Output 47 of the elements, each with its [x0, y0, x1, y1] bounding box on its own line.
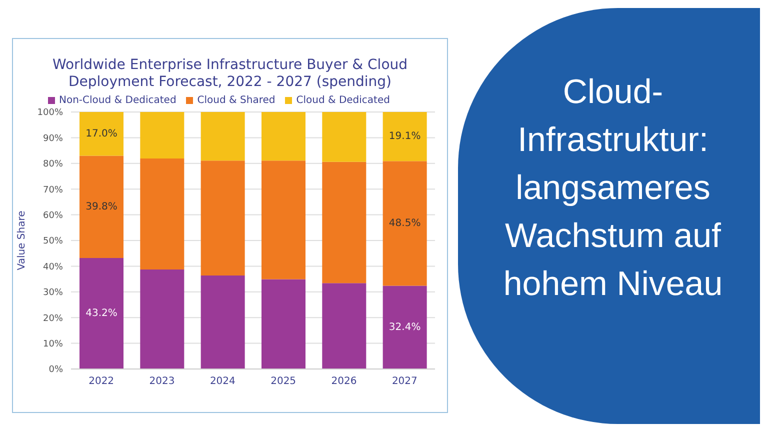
x-tick-label: 2025: [270, 376, 296, 388]
y-tick-label: 0%: [48, 365, 64, 376]
y-tick-label: 80%: [42, 160, 64, 170]
bar: [200, 275, 245, 369]
x-tick-label: 2022: [88, 376, 114, 388]
y-axis-title: Value Share: [16, 210, 28, 270]
bar: [140, 112, 184, 159]
y-tick-label: 10%: [42, 339, 64, 350]
bar: [261, 112, 306, 161]
bar: [140, 158, 184, 270]
y-tick-label: 100%: [37, 108, 64, 118]
bar: [79, 156, 124, 258]
bar: [382, 112, 427, 162]
y-tick-label: 20%: [42, 314, 64, 324]
x-tick-label: 2026: [331, 376, 357, 388]
bar: [200, 160, 245, 276]
legend-label: Non-Cloud & Dedicated: [59, 95, 176, 106]
data-label: 32.4%: [388, 322, 421, 333]
data-label: 48.5%: [388, 218, 421, 229]
bar: [382, 161, 427, 286]
x-tick-label: 2023: [149, 376, 175, 388]
bar: [79, 258, 124, 369]
data-label: 43.2%: [86, 308, 118, 319]
bar: [261, 160, 306, 280]
y-tick-label: 60%: [42, 210, 64, 221]
bar: [140, 270, 184, 369]
bar: [322, 283, 366, 369]
y-tick-label: 40%: [42, 262, 64, 272]
bar: [382, 286, 427, 369]
y-tick-label: 70%: [42, 185, 64, 196]
y-tick-label: 90%: [42, 134, 64, 144]
data-label: 19.1%: [388, 131, 421, 142]
bar: [79, 112, 124, 156]
bar: [200, 112, 245, 161]
chart-title: Worldwide Enterprise Infrastructure Buyer & Cloud Deployment Forecast, 2022 - 2027 (spending): [51, 56, 409, 91]
data-label: 17.0%: [86, 128, 118, 140]
bar: [322, 112, 366, 162]
y-tick-label: 50%: [42, 236, 64, 247]
data-label: 39.8%: [86, 201, 118, 212]
legend-label: Cloud & Shared: [197, 95, 276, 106]
bar: [261, 279, 306, 369]
y-tick-label: 30%: [42, 288, 64, 298]
x-tick-label: 2027: [392, 376, 418, 388]
legend-label: Cloud & Dedicated: [296, 95, 390, 106]
text: Cloud-Infrastruktur: langsameres Wachstum auf hohem Niveau: [502, 72, 724, 305]
bar: [322, 162, 366, 284]
x-tick-label: 2024: [210, 376, 236, 388]
